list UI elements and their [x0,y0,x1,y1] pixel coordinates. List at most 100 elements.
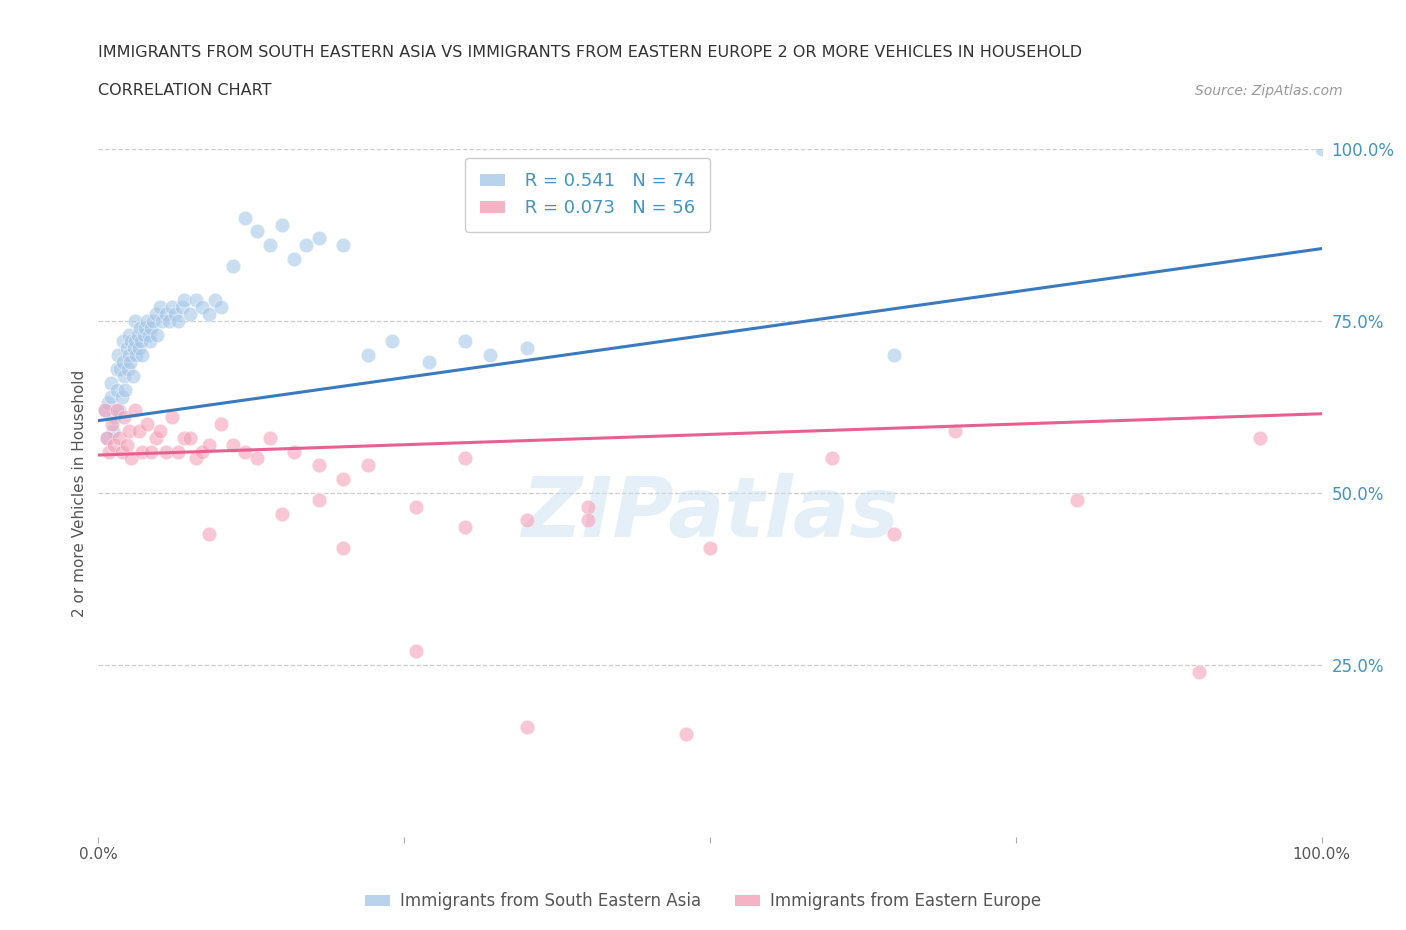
Point [142,313,165,328]
Text: ZIPatlas: ZIPatlas [522,473,898,554]
Point [157,313,180,328]
Point [173,293,195,308]
Point [259,238,281,253]
Point [259,431,281,445]
Point [131,445,153,459]
Point [111,334,134,349]
Point [103,437,125,452]
Point [118,348,141,363]
Point [222,437,245,452]
Point [105,362,128,377]
Point [118,327,141,342]
Point [111,445,134,459]
Point [515,720,537,735]
Point [155,445,177,459]
Point [179,431,201,445]
Point [131,348,153,363]
Point [101,423,124,438]
Point [124,313,146,328]
Point [112,368,135,383]
Point [165,307,187,322]
Point [576,499,599,514]
Point [139,334,162,349]
Point [138,327,160,342]
Point [100,376,122,391]
Legend:  R = 0.541   N = 74,  R = 0.073   N = 56: R = 0.541 N = 74, R = 0.073 N = 56 [465,158,710,232]
Point [270,506,294,521]
Point [167,445,190,459]
Point [405,644,427,658]
Point [93,403,115,418]
Point [308,231,330,246]
Point [110,362,132,377]
Point [93,403,115,418]
Point [128,341,150,356]
Text: CORRELATION CHART: CORRELATION CHART [98,83,271,98]
Point [246,224,269,239]
Point [515,513,537,528]
Point [197,526,219,541]
Point [222,259,245,273]
Point [120,354,142,369]
Point [136,313,159,328]
Point [246,451,269,466]
Point [675,726,697,741]
Point [283,445,305,459]
Point [127,327,149,342]
Point [108,403,131,418]
Point [332,472,354,486]
Point [883,526,905,541]
Point [186,293,208,308]
Point [128,423,150,438]
Point [179,307,201,322]
Point [136,417,159,432]
Point [308,492,330,507]
Point [108,431,131,445]
Point [699,540,721,555]
Point [209,417,232,432]
Point [115,341,138,356]
Point [129,334,152,349]
Point [101,417,124,432]
Point [1188,664,1211,679]
Point [100,389,122,404]
Point [149,423,172,438]
Point [233,445,256,459]
Point [209,299,232,314]
Point [129,320,152,335]
Point [1066,492,1088,507]
Point [356,348,378,363]
Point [883,348,905,363]
Point [120,451,142,466]
Point [120,334,142,349]
Point [1249,431,1271,445]
Point [454,451,477,466]
Point [295,238,318,253]
Point [103,410,125,425]
Point [454,334,477,349]
Point [283,251,305,266]
Point [576,513,599,528]
Point [160,299,183,314]
Point [191,445,214,459]
Point [96,431,118,445]
Point [418,354,440,369]
Point [173,431,195,445]
Point [191,299,214,314]
Text: Source: ZipAtlas.com: Source: ZipAtlas.com [1195,84,1343,98]
Point [107,348,129,363]
Y-axis label: 2 or more Vehicles in Household: 2 or more Vehicles in Household [72,369,87,617]
Point [105,403,128,418]
Point [204,293,226,308]
Point [186,451,208,466]
Point [125,348,148,363]
Point [943,423,966,438]
Point [155,307,177,322]
Point [96,431,118,445]
Point [111,389,134,404]
Point [117,362,139,377]
Point [150,313,173,328]
Point [132,327,155,342]
Point [114,382,136,397]
Point [111,354,134,369]
